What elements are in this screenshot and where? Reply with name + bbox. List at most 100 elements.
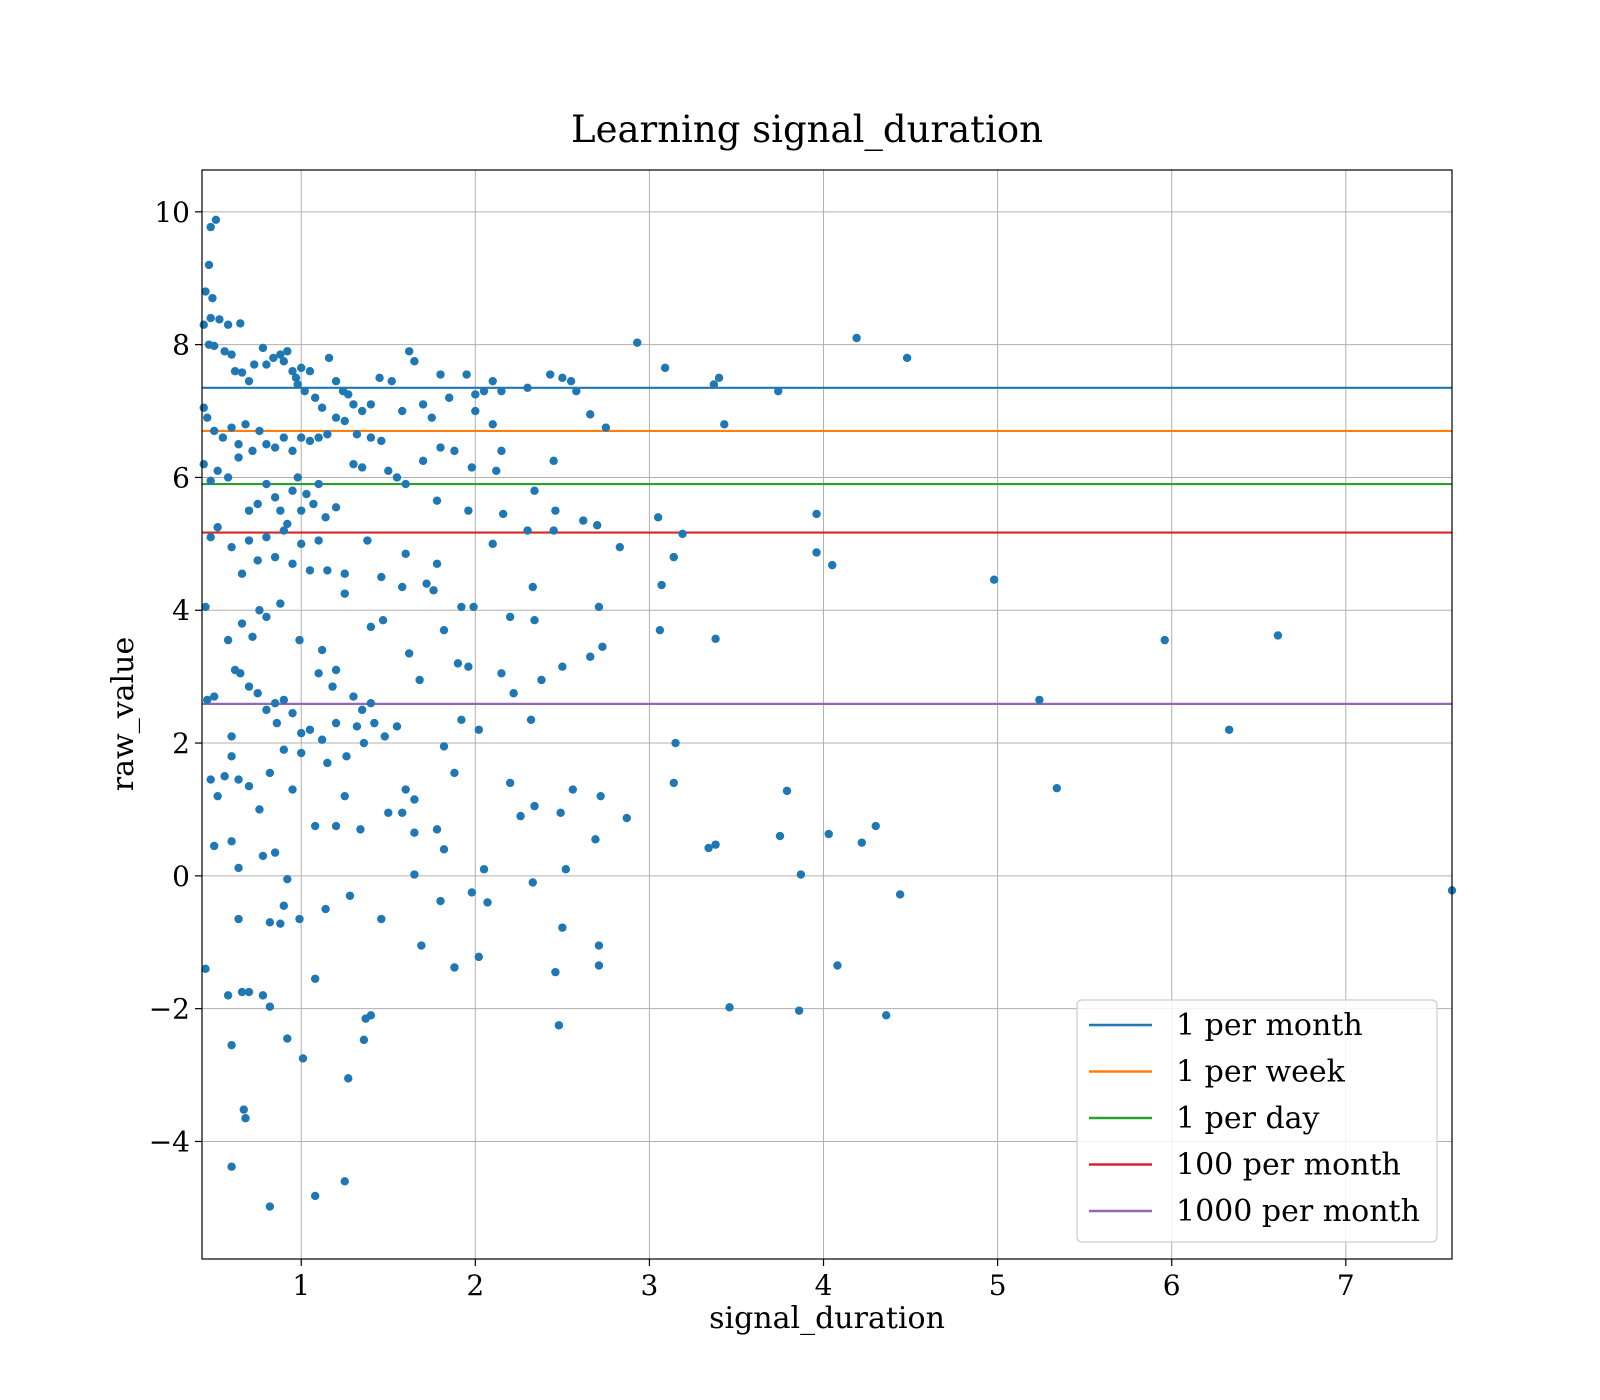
data-point — [204, 260, 214, 270]
data-point — [244, 506, 254, 515]
data-point — [331, 503, 341, 512]
data-point — [450, 963, 459, 972]
data-point — [401, 549, 410, 559]
x-tick-label: 6 — [1163, 1269, 1181, 1302]
data-point — [471, 406, 480, 416]
data-point — [375, 373, 384, 383]
data-point — [427, 413, 437, 422]
data-point — [199, 403, 208, 412]
reference-lines — [202, 386, 1452, 705]
x-tick-label: 2 — [466, 1269, 484, 1302]
data-point — [201, 287, 210, 296]
data-point — [871, 821, 880, 831]
data-point — [227, 423, 236, 432]
legend-label: 1 per week — [1176, 1055, 1346, 1090]
data-point — [1052, 784, 1062, 793]
data-point — [244, 536, 254, 545]
data-point — [357, 463, 367, 472]
data-point — [633, 338, 642, 347]
data-point — [297, 363, 306, 373]
data-point — [279, 433, 289, 442]
data-point — [213, 791, 222, 801]
data-point — [474, 952, 484, 962]
data-point — [310, 821, 320, 831]
data-point — [223, 320, 233, 329]
data-point — [497, 446, 506, 456]
data-point — [457, 715, 466, 725]
data-point — [248, 446, 257, 456]
data-point — [314, 669, 323, 678]
data-point — [556, 808, 565, 817]
data-point — [239, 1105, 248, 1114]
data-point — [270, 848, 280, 857]
y-tick-label: 4 — [172, 594, 190, 627]
chart-title: Learning signal_duration — [571, 108, 1043, 152]
data-point — [276, 506, 285, 515]
data-point — [265, 918, 275, 927]
data-point — [657, 580, 666, 590]
y-axis-label: raw_value — [106, 637, 141, 791]
data-point — [349, 692, 358, 701]
data-point — [586, 652, 595, 661]
data-point — [227, 1162, 236, 1171]
data-point — [283, 347, 292, 356]
data-point — [255, 606, 264, 615]
data-point — [488, 376, 497, 386]
data-point — [523, 526, 532, 535]
data-point — [356, 825, 365, 834]
data-point — [782, 786, 792, 796]
data-point — [331, 376, 341, 386]
y-tick-label: 0 — [172, 860, 190, 893]
data-point — [206, 222, 215, 232]
data-point — [528, 878, 537, 887]
data-point — [833, 961, 842, 970]
legend-label: 1000 per month — [1176, 1194, 1420, 1229]
data-point — [530, 801, 539, 811]
data-point — [852, 333, 861, 343]
data-point — [310, 393, 320, 402]
data-point — [309, 499, 318, 509]
data-point — [248, 632, 257, 642]
data-point — [262, 479, 271, 489]
data-point — [215, 315, 224, 324]
data-point — [213, 523, 222, 532]
data-point — [516, 811, 525, 821]
data-point — [288, 446, 297, 456]
data-point — [258, 343, 268, 353]
grid — [202, 170, 1452, 1259]
data-point — [241, 1114, 250, 1123]
data-point — [812, 548, 821, 557]
data-point — [488, 420, 497, 429]
data-point — [704, 843, 713, 853]
data-point — [293, 380, 302, 389]
x-tick-label: 1 — [292, 1269, 310, 1302]
data-point — [328, 682, 337, 691]
data-points — [199, 215, 1457, 1211]
data-point — [237, 569, 247, 578]
data-point — [432, 496, 442, 505]
data-point — [366, 1011, 376, 1020]
data-point — [572, 386, 581, 396]
data-point — [314, 433, 323, 442]
data-point — [445, 393, 454, 402]
data-point — [220, 347, 229, 356]
data-point — [398, 582, 407, 592]
data-point — [551, 967, 560, 977]
data-point — [598, 642, 607, 651]
data-point — [711, 840, 720, 849]
data-point — [450, 446, 459, 456]
data-point — [297, 539, 306, 549]
data-point — [317, 735, 327, 744]
data-point — [537, 675, 546, 685]
data-point — [279, 695, 289, 705]
data-point — [558, 662, 567, 671]
data-point — [714, 373, 724, 383]
data-point — [236, 319, 245, 328]
data-point — [530, 616, 539, 625]
data-point — [241, 420, 250, 429]
x-tick-label: 5 — [989, 1269, 1007, 1302]
data-point — [298, 1054, 308, 1063]
data-point — [439, 625, 449, 635]
data-point — [669, 552, 678, 562]
data-point — [297, 728, 306, 738]
